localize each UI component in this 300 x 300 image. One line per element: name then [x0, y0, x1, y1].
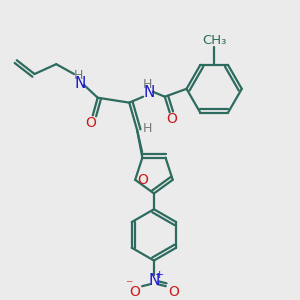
Text: N: N: [143, 85, 155, 100]
Text: N: N: [148, 273, 160, 288]
Text: +: +: [155, 270, 165, 280]
Text: O: O: [129, 285, 140, 299]
Text: H: H: [142, 78, 152, 92]
Text: H: H: [142, 122, 152, 135]
Text: N: N: [74, 76, 85, 92]
Text: O: O: [138, 173, 148, 187]
Text: O: O: [85, 116, 96, 130]
Text: O: O: [168, 285, 179, 299]
Text: H: H: [73, 70, 83, 83]
Text: CH₃: CH₃: [202, 34, 226, 47]
Text: ⁻: ⁻: [124, 278, 132, 292]
Text: O: O: [166, 112, 177, 126]
